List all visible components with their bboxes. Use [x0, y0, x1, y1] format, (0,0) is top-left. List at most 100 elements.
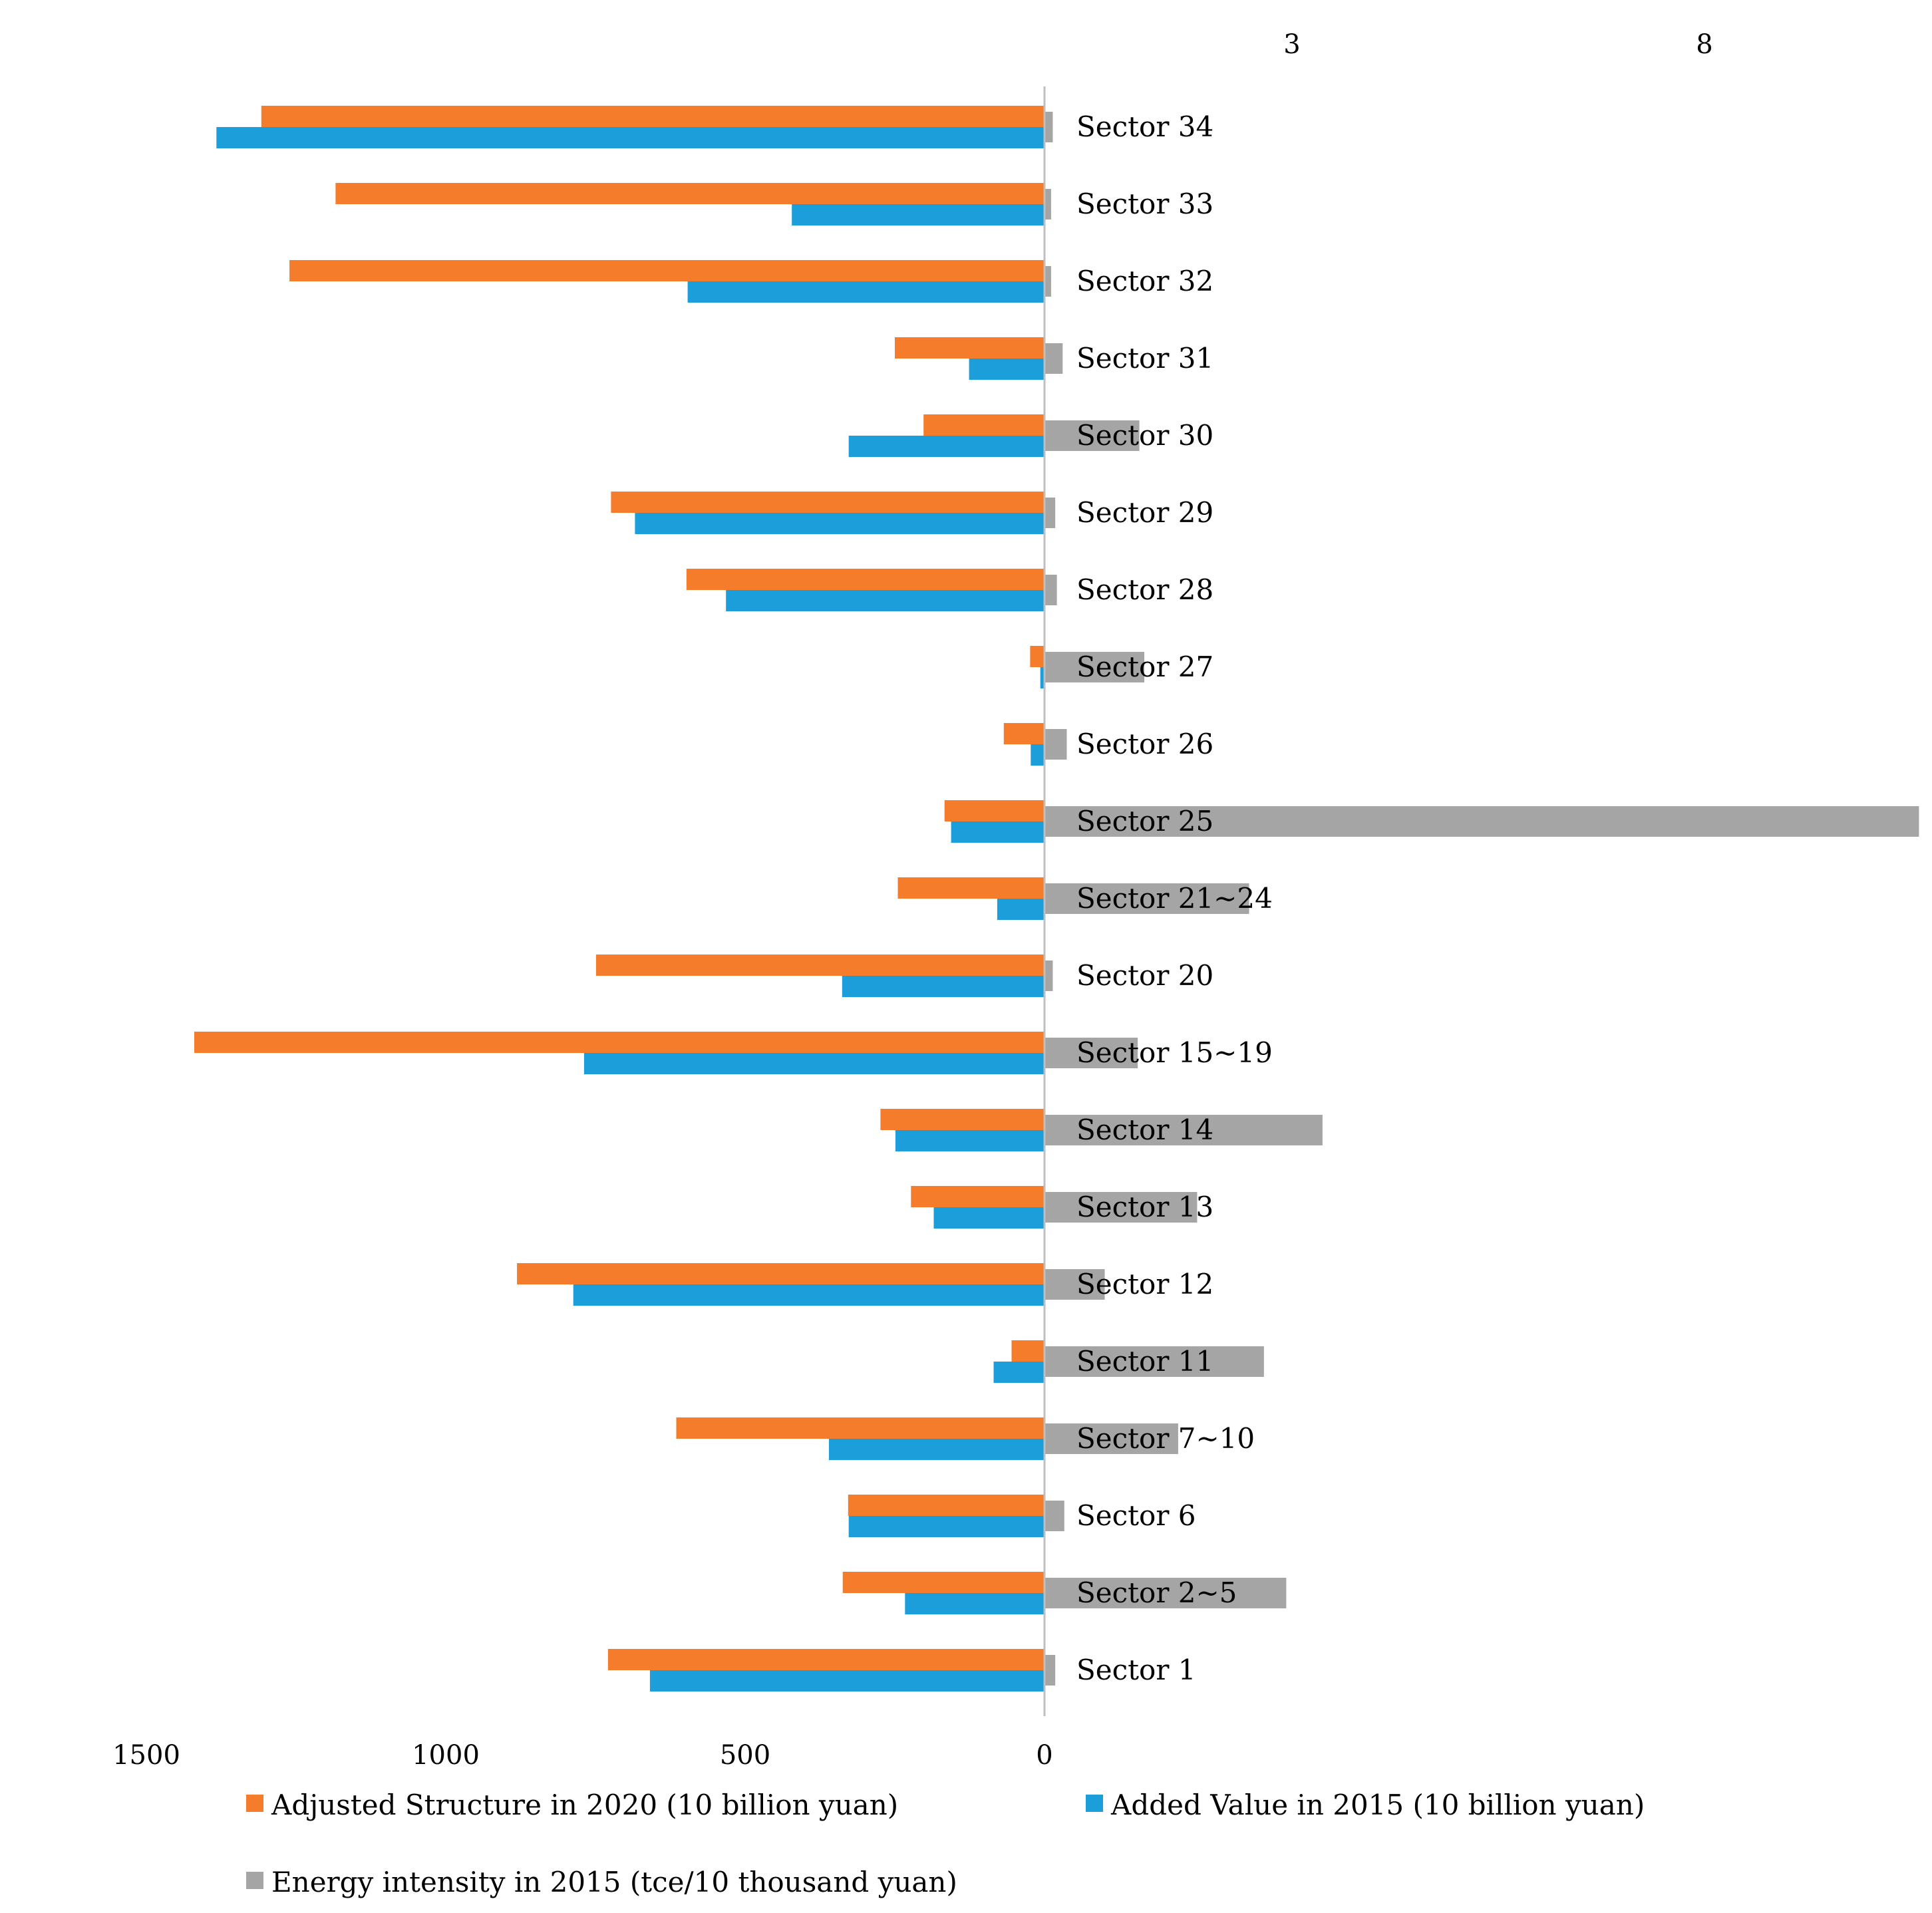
primary-axis-tick-label: 0 — [1036, 1740, 1052, 1771]
category-label: Sector 1 — [1076, 1654, 1196, 1686]
bar-added-value-2015 — [993, 1362, 1045, 1383]
category-label: Sector 15~19 — [1076, 1036, 1273, 1069]
bar-adjusted-structure-2020 — [895, 337, 1045, 359]
category-label: Sector 20 — [1076, 959, 1213, 992]
legend: Adjusted Structure in 2020 (10 billion y… — [246, 1789, 1645, 1898]
category-label: Sector 26 — [1076, 728, 1213, 760]
bar-added-value-2015 — [649, 1670, 1045, 1692]
bar-adjusted-structure-2020 — [676, 1417, 1045, 1439]
bar-energy-intensity-2015 — [1045, 1578, 1287, 1608]
bar-energy-intensity-2015 — [1045, 266, 1051, 297]
bar-adjusted-structure-2020 — [261, 106, 1045, 127]
legend-swatch — [1086, 1795, 1103, 1812]
bar-energy-intensity-2015 — [1045, 420, 1140, 451]
bar-added-value-2015 — [635, 513, 1045, 534]
bar-energy-intensity-2015 — [1045, 1038, 1138, 1068]
category-label: Sector 25 — [1076, 805, 1213, 837]
category-label: Sector 33 — [1076, 188, 1213, 220]
bar-added-value-2015 — [573, 1284, 1045, 1306]
category-label: Sector 11 — [1076, 1345, 1213, 1378]
bar-energy-intensity-2015 — [1045, 498, 1056, 528]
bar-adjusted-structure-2020 — [289, 260, 1045, 281]
primary-axis-tick-label: 500 — [720, 1740, 770, 1771]
category-label: Sector 13 — [1076, 1191, 1213, 1223]
bar-added-value-2015 — [905, 1593, 1045, 1614]
bar-added-value-2015 — [848, 436, 1045, 457]
bar-energy-intensity-2015 — [1045, 189, 1051, 220]
bar-energy-intensity-2015 — [1045, 1346, 1264, 1377]
bar-energy-intensity-2015 — [1045, 960, 1053, 991]
bar-energy-intensity-2015 — [1045, 1269, 1105, 1300]
primary-axis-tick-label: 1500 — [112, 1740, 180, 1771]
secondary-axis-tick-label: 3 — [1283, 29, 1300, 60]
bar-added-value-2015 — [848, 1516, 1045, 1537]
bar-adjusted-structure-2020 — [607, 1649, 1045, 1670]
category-label: Sector 14 — [1076, 1113, 1213, 1146]
category-label: Sector 27 — [1076, 651, 1213, 683]
category-label: Sector 28 — [1076, 573, 1213, 606]
category-label: Sector 6 — [1076, 1499, 1196, 1532]
category-label: Sector 32 — [1076, 265, 1213, 297]
bar-added-value-2015 — [842, 976, 1045, 997]
bar-energy-intensity-2015 — [1045, 343, 1063, 374]
legend-swatch — [246, 1795, 263, 1812]
bar-energy-intensity-2015 — [1045, 729, 1067, 760]
legend-label: Added Value in 2015 (10 billion yuan) — [1110, 1789, 1645, 1821]
bar-added-value-2015 — [933, 1207, 1045, 1229]
legend-swatch — [246, 1872, 263, 1889]
bar-adjusted-structure-2020 — [848, 1495, 1045, 1516]
bar-energy-intensity-2015 — [1045, 1423, 1178, 1454]
category-labels: Sector 34 Sector 33 Sector 32 Sector 31 Sect… — [1076, 110, 1273, 1686]
axis-tick-labels: 1500 1000 500 0 3 8 — [112, 29, 1713, 1771]
bar-adjusted-structure-2020 — [335, 183, 1045, 204]
bar-adjusted-structure-2020 — [842, 1572, 1045, 1593]
bar-added-value-2015 — [687, 281, 1045, 303]
bar-energy-intensity-2015 — [1045, 1115, 1323, 1145]
bar-adjusted-structure-2020 — [880, 1109, 1045, 1130]
bar-added-value-2015 — [969, 359, 1045, 380]
bar-adjusted-structure-2020 — [194, 1032, 1045, 1053]
category-label: Sector 29 — [1076, 496, 1213, 529]
bar-added-value-2015 — [583, 1053, 1045, 1074]
bar-adjusted-structure-2020 — [1011, 1340, 1045, 1362]
bar-added-value-2015 — [1040, 667, 1045, 688]
bar-added-value-2015 — [829, 1439, 1045, 1460]
bar-added-value-2015 — [726, 590, 1045, 611]
bar-added-value-2015 — [951, 821, 1045, 843]
bar-added-value-2015 — [792, 204, 1045, 225]
bar-added-value-2015 — [216, 127, 1045, 148]
bar-adjusted-structure-2020 — [923, 414, 1045, 436]
bar-adjusted-structure-2020 — [1030, 646, 1045, 667]
category-label: Sector 7~10 — [1076, 1422, 1255, 1455]
bar-energy-intensity-2015 — [1045, 1655, 1056, 1686]
category-label: Sector 12 — [1076, 1268, 1213, 1300]
bar-added-value-2015 — [895, 1130, 1045, 1151]
primary-axis-tick-label: 1000 — [412, 1740, 480, 1771]
category-label: Sector 31 — [1076, 342, 1213, 374]
category-label: Sector 21~24 — [1076, 882, 1273, 915]
bar-energy-intensity-2015 — [1045, 112, 1053, 142]
bar-adjusted-structure-2020 — [686, 569, 1045, 590]
category-label: Sector 34 — [1076, 110, 1213, 143]
bars-layer — [194, 106, 1919, 1692]
bar-adjusted-structure-2020 — [611, 492, 1045, 513]
category-label: Sector 2~5 — [1076, 1576, 1237, 1609]
bar-adjusted-structure-2020 — [911, 1186, 1045, 1207]
bar-adjusted-structure-2020 — [944, 800, 1045, 821]
bar-energy-intensity-2015 — [1045, 575, 1057, 605]
bar-energy-intensity-2015 — [1045, 883, 1249, 914]
bar-energy-intensity-2015 — [1045, 806, 1919, 837]
bar-adjusted-structure-2020 — [897, 877, 1045, 899]
bar-added-value-2015 — [1031, 744, 1045, 766]
bar-adjusted-structure-2020 — [595, 955, 1045, 976]
category-label: Sector 30 — [1076, 419, 1213, 452]
secondary-axis-tick-label: 8 — [1696, 29, 1712, 60]
legend-label: Energy intensity in 2015 (tce/10 thousan… — [271, 1866, 957, 1898]
bar-added-value-2015 — [997, 899, 1045, 920]
bar-energy-intensity-2015 — [1045, 1192, 1198, 1223]
bar-energy-intensity-2015 — [1045, 652, 1145, 682]
legend-label: Adjusted Structure in 2020 (10 billion y… — [271, 1789, 898, 1821]
bar-adjusted-structure-2020 — [517, 1263, 1045, 1284]
bar-energy-intensity-2015 — [1045, 1501, 1064, 1531]
